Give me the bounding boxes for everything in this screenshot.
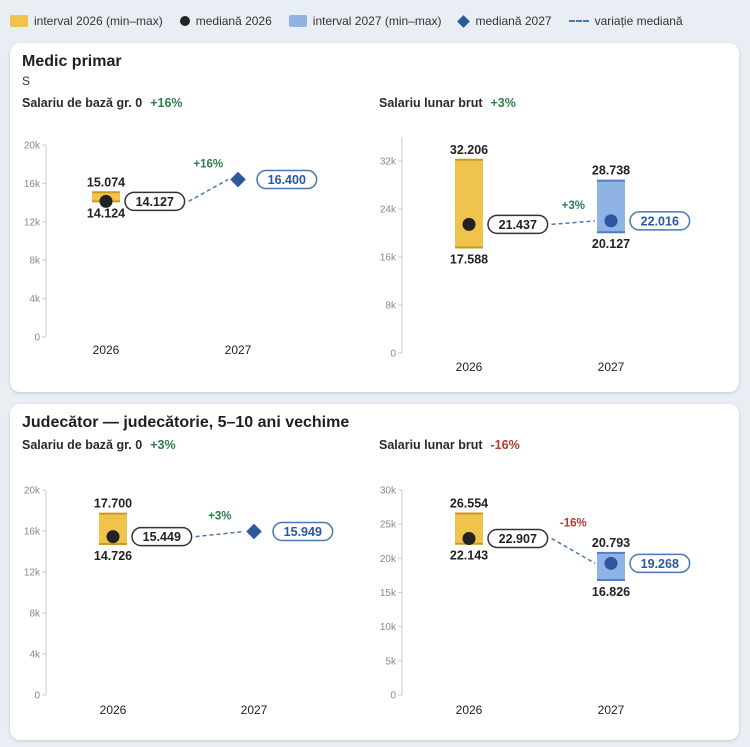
card-subtitle: S — [22, 74, 31, 88]
panel-pct-change: +3% — [150, 438, 176, 452]
legend-label: interval 2027 (min–max) — [312, 14, 442, 28]
legend-item-median-2026: mediană 2026 — [179, 14, 272, 28]
card-title: Medic primar — [22, 53, 122, 70]
panel-pct-change: -16% — [490, 438, 520, 452]
blue-diamond-icon — [456, 14, 470, 28]
legend-label: variație mediană — [594, 14, 683, 28]
card-medic-primar: Medic primar S Salariu de bază gr. 0 +16%… — [10, 43, 739, 392]
panel-title-text: Salariu lunar brut — [379, 96, 483, 110]
panel-title-text: Salariu lunar brut — [379, 438, 483, 452]
panel-title-text: Salariu de bază gr. 0 — [22, 438, 143, 452]
black-dot-icon — [179, 16, 190, 26]
panel-title: Salariu lunar brut +3% — [379, 96, 516, 110]
card-title: Judecător — judecătorie, 5–10 ani vechim… — [22, 414, 350, 431]
panel-title: Salariu de bază gr. 0 +3% — [22, 438, 176, 452]
panel-pct-change: +3% — [490, 96, 516, 110]
panel-title: Salariu de bază gr. 0 +16% — [22, 96, 183, 110]
legend-item-interval-2027: interval 2027 (min–max) — [288, 14, 442, 28]
legend-label: mediană 2026 — [195, 14, 272, 28]
legend-item-median-change: variație mediană — [568, 14, 683, 28]
yellow-box-icon — [10, 15, 28, 27]
panel-title: Salariu lunar brut -16% — [379, 438, 520, 452]
legend-item-median-2027: mediană 2027 — [456, 14, 552, 28]
panel-pct-change: +16% — [150, 96, 183, 110]
dashed-line-icon — [568, 20, 589, 22]
legend-item-interval-2026: interval 2026 (min–max) — [10, 14, 163, 28]
legend: interval 2026 (min–max) mediană 2026 int… — [10, 10, 740, 32]
legend-label: mediană 2027 — [475, 14, 552, 28]
blue-box-icon — [288, 15, 307, 27]
panel-title-text: Salariu de bază gr. 0 — [22, 96, 143, 110]
card-judecator: Judecător — judecătorie, 5–10 ani vechim… — [10, 404, 739, 740]
legend-label: interval 2026 (min–max) — [34, 14, 163, 28]
